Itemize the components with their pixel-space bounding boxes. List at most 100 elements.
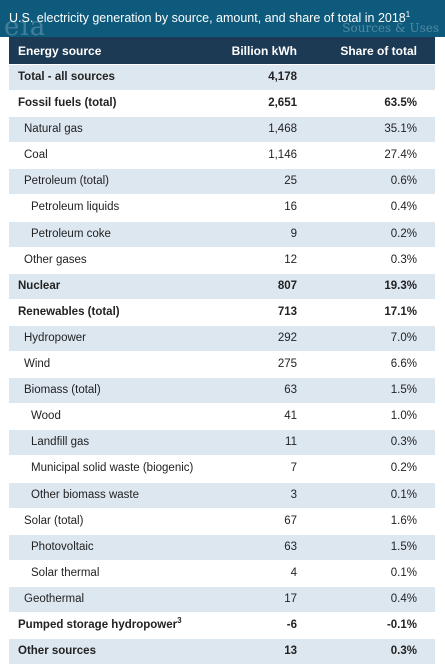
eia-logo-watermark: eia xyxy=(4,12,47,37)
table-row: Solar thermal 4 0.1% xyxy=(9,560,435,587)
table-row: Other gases 12 0.3% xyxy=(9,247,435,274)
cell-energy-source-text: Fossil fuels (total) xyxy=(18,97,117,110)
table-row: Wood 41 1.0% xyxy=(9,404,435,431)
sources-uses-watermark: Sources & Uses xyxy=(342,21,439,35)
cell-share-of-total: 0.2% xyxy=(390,462,417,475)
cell-energy-source: Municipal solid waste (biogenic) xyxy=(31,456,193,481)
header-billion-kwh: Billion kWh xyxy=(231,44,297,58)
cell-energy-source-text: Hydropower xyxy=(24,331,86,344)
cell-energy-source: Coal xyxy=(24,143,48,168)
cell-share-of-total: 0.3% xyxy=(390,436,417,449)
cell-energy-source-text: Total - all sources xyxy=(18,71,115,83)
cell-share-of-total: 27.4% xyxy=(384,149,417,162)
table-row: Other biomass waste 3 0.1% xyxy=(9,482,435,509)
cell-share-of-total: 0.3% xyxy=(390,645,417,658)
table-row: Wind 275 6.6% xyxy=(9,352,435,379)
cell-billion-kwh: 12 xyxy=(284,253,297,266)
cell-energy-source: Biomass (total) xyxy=(24,378,101,403)
cell-share-of-total: 0.6% xyxy=(390,175,417,188)
cell-billion-kwh: 13 xyxy=(284,645,297,658)
cell-energy-source: Landfill gas xyxy=(31,430,89,455)
title-bar: eia Sources & Uses U.S. electricity gene… xyxy=(0,0,445,37)
cell-share-of-total: 1.6% xyxy=(390,514,417,527)
cell-energy-source: Renewables (total) xyxy=(18,300,120,325)
table-row: Landfill gas 11 0.3% xyxy=(9,430,435,457)
table-row: Petroleum coke 9 0.2% xyxy=(9,221,435,248)
cell-billion-kwh: 63 xyxy=(284,384,297,397)
cell-energy-source: Pumped storage hydropower3 xyxy=(18,613,182,638)
table-row: Renewables (total) 713 17.1% xyxy=(9,299,435,326)
cell-energy-source-text: Municipal solid waste (biogenic) xyxy=(31,462,194,475)
table-row: Pumped storage hydropower3 -6 -0.1% xyxy=(9,612,435,640)
cell-billion-kwh: 25 xyxy=(284,175,297,188)
table-row: Fossil fuels (total) 2,651 63.5% xyxy=(9,91,435,118)
cell-energy-source-text: Biomass (total) xyxy=(24,384,101,397)
cell-share-of-total: 0.1% xyxy=(390,488,417,501)
cell-energy-source: Solar thermal xyxy=(31,561,99,586)
cell-billion-kwh: 63 xyxy=(284,540,297,553)
cell-energy-source: Natural gas xyxy=(24,117,83,142)
cell-energy-source-text: Landfill gas xyxy=(31,436,90,449)
cell-share-of-total: 0.1% xyxy=(390,566,417,579)
cell-billion-kwh: 292 xyxy=(277,331,297,344)
cell-energy-source-text: Other gases xyxy=(24,253,87,266)
cell-energy-source: Petroleum coke xyxy=(31,222,111,247)
cell-energy-source-text: Coal xyxy=(24,149,48,162)
table-row: Petroleum (total) 25 0.6% xyxy=(9,169,435,196)
cell-energy-source: Solar (total) xyxy=(24,509,83,534)
table-header: Energy source Billion kWh Share of total xyxy=(9,37,435,64)
cell-billion-kwh: 9 xyxy=(290,227,297,240)
table-row: Solar (total) 67 1.6% xyxy=(9,508,435,535)
cell-share-of-total: 35.1% xyxy=(384,123,417,136)
cell-energy-source: Other gases xyxy=(24,248,87,273)
cell-energy-source-text: Renewables (total) xyxy=(18,305,120,318)
cell-energy-source-text: Wood xyxy=(31,410,61,423)
table-row: Petroleum liquids 16 0.4% xyxy=(9,195,435,222)
table-row: Total - all sources 4,178 xyxy=(9,65,435,92)
cell-share-of-total: 0.3% xyxy=(390,253,417,266)
cell-energy-source-text: Petroleum liquids xyxy=(31,201,120,214)
cell-energy-source-text: Solar (total) xyxy=(24,514,84,527)
table-row: Hydropower 292 7.0% xyxy=(9,325,435,353)
cell-energy-source: Nuclear xyxy=(18,274,60,299)
cell-billion-kwh: 17 xyxy=(284,592,297,605)
cell-energy-source-text: Geothermal xyxy=(24,592,85,605)
cell-energy-source: Hydropower xyxy=(24,326,86,351)
cell-energy-source-text: Nuclear xyxy=(18,279,61,292)
footnote-mark: 3 xyxy=(177,616,182,626)
cell-share-of-total: 0.4% xyxy=(390,201,417,214)
cell-billion-kwh: 1,468 xyxy=(268,123,297,136)
cell-share-of-total: 1.0% xyxy=(390,410,417,423)
table-row: Biomass (total) 63 1.5% xyxy=(9,378,435,405)
cell-energy-source-text: Other sources xyxy=(18,645,96,658)
cell-energy-source: Petroleum (total) xyxy=(24,169,109,194)
cell-share-of-total: 7.0% xyxy=(390,331,417,344)
cell-billion-kwh: 4 xyxy=(290,566,297,579)
table-row: Nuclear 807 19.3% xyxy=(9,273,435,300)
table-row: Natural gas 1,468 35.1% xyxy=(9,117,435,144)
cell-billion-kwh: -6 xyxy=(286,618,297,631)
cell-share-of-total: 63.5% xyxy=(384,97,417,110)
cell-billion-kwh: 1,146 xyxy=(268,149,297,162)
cell-energy-source: Wood xyxy=(31,404,61,429)
cell-share-of-total: 1.5% xyxy=(390,384,417,397)
table-title: U.S. electricity generation by source, a… xyxy=(9,10,410,25)
cell-share-of-total: 6.6% xyxy=(390,358,417,371)
cell-energy-source: Total - all sources xyxy=(18,65,115,90)
table-title-text: U.S. electricity generation by source, a… xyxy=(9,11,406,26)
cell-billion-kwh: 713 xyxy=(277,305,297,318)
table-row: Other sources 13 0.3% xyxy=(9,639,435,665)
cell-energy-source-text: Photovoltaic xyxy=(31,540,94,553)
cell-billion-kwh: 11 xyxy=(285,436,297,449)
cell-share-of-total: 0.4% xyxy=(390,592,417,605)
cell-energy-source-text: Petroleum coke xyxy=(31,227,111,240)
cell-billion-kwh: 7 xyxy=(290,462,297,475)
cell-billion-kwh: 67 xyxy=(284,514,297,527)
table-row: Geothermal 17 0.4% xyxy=(9,586,435,613)
table-row: Municipal solid waste (biogenic) 7 0.2% xyxy=(9,456,435,483)
table-row: Coal 1,146 27.4% xyxy=(9,143,435,170)
cell-energy-source: Other sources xyxy=(18,639,96,664)
cell-share-of-total: 17.1% xyxy=(384,305,417,318)
cell-share-of-total: -0.1% xyxy=(386,618,417,631)
